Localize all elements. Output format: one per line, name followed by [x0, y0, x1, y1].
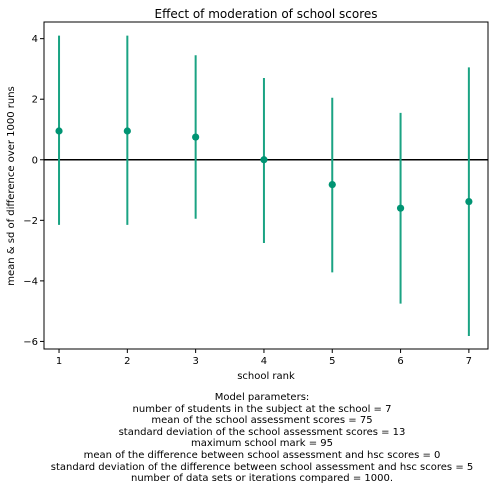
caption-line: standard deviation of the school assessm…: [118, 426, 406, 438]
y-tick-label: 4: [32, 34, 38, 45]
chart-title: Effect of moderation of school scores: [154, 7, 377, 21]
data-point: [396, 204, 405, 212]
data-point: [123, 127, 131, 135]
caption-line: mean of the difference between school as…: [83, 449, 441, 461]
caption-heading: Model parameters:: [214, 392, 310, 403]
data-point: [465, 197, 473, 206]
x-tick-label: 2: [124, 356, 130, 367]
data-point: [55, 127, 63, 135]
caption-line: number of students in the subject at the…: [132, 403, 392, 415]
x-tick-label: 1: [56, 356, 62, 367]
x-axis-label: school rank: [237, 371, 295, 382]
axes-frame: [43, 21, 489, 350]
x-tick-label: 6: [397, 356, 403, 367]
y-tick-label: 0: [32, 155, 38, 166]
data-point: [328, 180, 336, 189]
x-tick-label: 3: [192, 356, 198, 367]
caption-line: standard deviation of the difference bet…: [50, 461, 474, 473]
caption-line: mean of the school assessment scores = 7…: [151, 415, 373, 427]
data-point: [260, 156, 268, 164]
y-axis-label: mean & sd of difference over 1000 runs: [6, 86, 17, 286]
x-tick-label: 7: [466, 356, 472, 367]
caption-line: maximum school mark = 95: [190, 438, 334, 450]
y-tick-label: −6: [23, 337, 38, 348]
y-tick-label: −4: [23, 276, 38, 287]
y-tick-label: 2: [32, 95, 38, 106]
x-tick-label: 5: [329, 356, 335, 367]
y-tick-label: −2: [23, 216, 38, 227]
caption-line: number of data sets or iterations compar…: [130, 473, 394, 485]
model-parameters-caption: Model parameters: number of students in t…: [0, 392, 496, 485]
x-tick-label: 4: [261, 356, 267, 367]
plot-area: 1 2 3 4 5 6 7 4 2 0 −2 −4 −6: [23, 21, 489, 367]
data-point: [192, 133, 200, 141]
